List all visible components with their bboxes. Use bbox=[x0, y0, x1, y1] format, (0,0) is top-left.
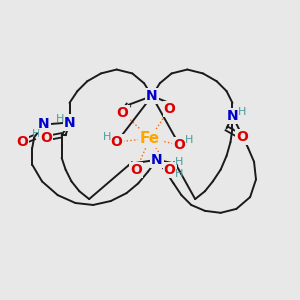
Text: O: O bbox=[117, 106, 128, 120]
Text: O: O bbox=[236, 130, 248, 144]
Text: H: H bbox=[56, 114, 64, 124]
Text: O: O bbox=[130, 163, 142, 177]
Text: N: N bbox=[146, 89, 158, 103]
Text: O: O bbox=[40, 131, 52, 145]
Text: O: O bbox=[164, 102, 176, 116]
Text: N: N bbox=[38, 118, 50, 131]
Text: O: O bbox=[173, 138, 185, 152]
Text: H: H bbox=[238, 107, 246, 117]
Text: N: N bbox=[151, 153, 163, 167]
Text: H: H bbox=[32, 129, 40, 139]
Text: H: H bbox=[103, 132, 111, 142]
Text: H: H bbox=[175, 169, 184, 178]
Text: H: H bbox=[175, 157, 184, 167]
Text: O: O bbox=[111, 135, 123, 149]
Text: Fe: Fe bbox=[140, 131, 160, 146]
Text: N: N bbox=[226, 109, 238, 123]
Text: O: O bbox=[164, 163, 176, 177]
Text: N: N bbox=[64, 116, 75, 130]
Text: O: O bbox=[16, 135, 28, 149]
Text: H: H bbox=[185, 135, 194, 145]
